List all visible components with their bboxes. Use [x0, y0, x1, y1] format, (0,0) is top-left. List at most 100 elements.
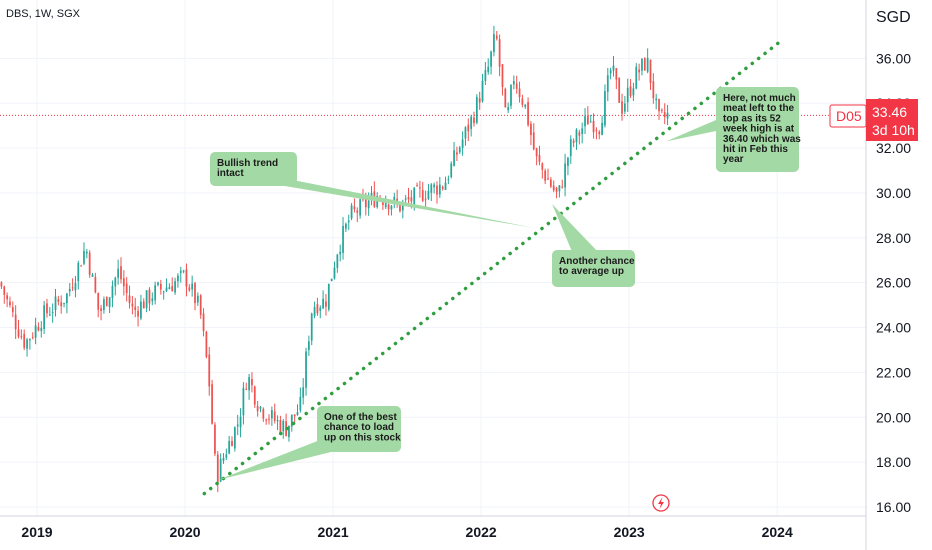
candle-body[interactable] [108, 297, 111, 307]
candle-body[interactable] [94, 276, 97, 293]
candle-body[interactable] [347, 220, 350, 223]
candle-body[interactable] [626, 87, 629, 103]
candle-body[interactable] [214, 424, 216, 454]
candle-body[interactable] [436, 185, 438, 195]
candle-body[interactable] [666, 112, 669, 119]
candle-body[interactable] [268, 418, 270, 420]
candle-body[interactable] [444, 182, 447, 191]
candle-body[interactable] [595, 129, 598, 131]
candle-body[interactable] [663, 112, 666, 117]
candle-body[interactable] [34, 325, 37, 338]
candle-body[interactable] [544, 170, 547, 181]
candle-body[interactable] [419, 187, 421, 189]
candle-body[interactable] [248, 377, 250, 391]
candle-body[interactable] [356, 210, 359, 213]
candle-body[interactable] [307, 341, 310, 350]
candle-body[interactable] [0, 282, 3, 287]
candle-body[interactable] [456, 152, 458, 155]
candle-body[interactable] [51, 312, 54, 314]
candle-body[interactable] [137, 310, 139, 317]
candle-body[interactable] [154, 285, 157, 301]
candle-body[interactable] [88, 252, 91, 275]
candle-body[interactable] [9, 301, 11, 306]
candle-body[interactable] [239, 416, 242, 428]
candle-body[interactable] [54, 296, 57, 311]
candle-body[interactable] [228, 440, 231, 454]
candle-body[interactable] [179, 270, 182, 274]
candle-body[interactable] [558, 185, 561, 192]
candle-body[interactable] [430, 184, 433, 193]
candle-body[interactable] [609, 70, 612, 74]
candle-body[interactable] [498, 39, 501, 67]
candle-body[interactable] [273, 411, 276, 421]
candle-body[interactable] [319, 307, 322, 311]
candle-body[interactable] [438, 184, 441, 195]
candle-body[interactable] [165, 287, 168, 292]
candle-body[interactable] [145, 290, 148, 309]
candle-body[interactable] [202, 313, 205, 332]
candle-body[interactable] [541, 163, 544, 170]
candle-body[interactable] [350, 205, 353, 219]
candle-body[interactable] [618, 78, 621, 103]
candle-body[interactable] [80, 265, 83, 267]
candle-body[interactable] [222, 457, 225, 461]
candle-body[interactable] [581, 128, 584, 134]
candle-body[interactable] [3, 286, 6, 295]
candle-body[interactable] [518, 88, 521, 98]
candle-body[interactable] [97, 292, 100, 310]
candle-body[interactable] [66, 293, 68, 304]
candle-body[interactable] [231, 440, 233, 447]
candle-body[interactable] [131, 303, 134, 307]
candle-body[interactable] [495, 35, 498, 39]
candle-body[interactable] [521, 98, 524, 105]
candle-body[interactable] [481, 80, 484, 102]
candle-body[interactable] [20, 336, 23, 338]
candle-body[interactable] [475, 97, 478, 123]
candle-body[interactable] [103, 299, 105, 311]
candle-body[interactable] [191, 283, 194, 290]
candle-body[interactable] [120, 266, 122, 280]
candle-body[interactable] [265, 419, 268, 421]
candle-body[interactable] [159, 283, 162, 290]
candle-body[interactable] [604, 91, 606, 126]
candle-body[interactable] [407, 197, 410, 200]
candle-body[interactable] [629, 86, 632, 96]
candle-body[interactable] [128, 295, 131, 303]
candle-body[interactable] [416, 185, 418, 187]
price-axis[interactable]: 16.00 18.00 20.00 22.00 24.00 26.00 28.00 30.00… [876, 50, 911, 515]
candle-body[interactable] [401, 201, 404, 211]
candle-body[interactable] [638, 69, 640, 73]
candle-body[interactable] [555, 187, 558, 192]
candle-body[interactable] [111, 285, 114, 299]
candle-body[interactable] [390, 205, 393, 210]
current-price-badge[interactable]: D05 33.46 3d 10h [829, 99, 918, 141]
candle-body[interactable] [661, 109, 663, 111]
candle-body[interactable] [572, 140, 575, 143]
candle-body[interactable] [194, 283, 196, 304]
candle-body[interactable] [48, 314, 51, 316]
candle-body[interactable] [387, 204, 390, 210]
candle-body[interactable] [589, 121, 592, 123]
candle-body[interactable] [567, 157, 569, 166]
candle-body[interactable] [40, 327, 43, 331]
candle-body[interactable] [527, 101, 529, 126]
candle-body[interactable] [424, 198, 427, 200]
lightning-bolt-icon[interactable] [652, 494, 670, 512]
candle-body[interactable] [467, 124, 470, 132]
candle-body[interactable] [188, 287, 191, 291]
candle-body[interactable] [615, 68, 618, 80]
candle-body[interactable] [464, 127, 467, 139]
candle-body[interactable] [282, 420, 285, 432]
candle-body[interactable] [330, 278, 333, 282]
candle-body[interactable] [493, 34, 495, 53]
candle-body[interactable] [530, 123, 532, 136]
candle-body[interactable] [345, 223, 347, 229]
candle-body[interactable] [512, 80, 515, 85]
candle-body[interactable] [199, 295, 202, 315]
candle-body[interactable] [339, 251, 342, 255]
candle-body[interactable] [510, 85, 512, 106]
candle-body[interactable] [592, 120, 595, 133]
candle-body[interactable] [507, 107, 510, 111]
candle-body[interactable] [57, 299, 60, 302]
